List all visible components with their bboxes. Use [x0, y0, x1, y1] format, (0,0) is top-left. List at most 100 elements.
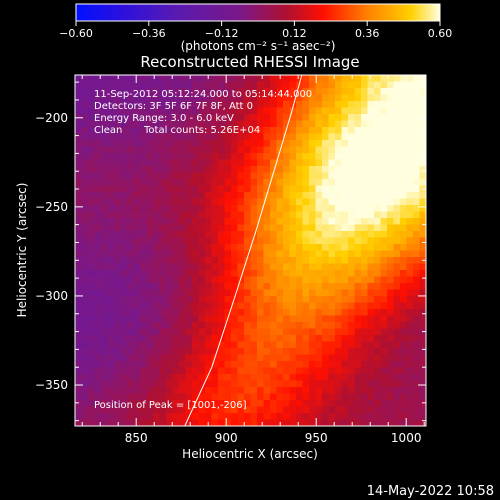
heatmap-cell: [315, 400, 323, 408]
heatmap-cell: [400, 250, 408, 258]
heatmap-cell: [192, 179, 200, 187]
heatmap-cell: [153, 133, 161, 141]
heatmap-cell: [400, 263, 408, 271]
heatmap-cell: [400, 75, 408, 83]
heatmap-cell: [348, 211, 356, 219]
heatmap-cell: [380, 192, 388, 200]
heatmap-cell: [335, 244, 343, 252]
heatmap-cell: [107, 192, 115, 200]
heatmap-cell: [335, 218, 343, 226]
heatmap-cell: [322, 140, 330, 148]
heatmap-cell: [237, 198, 245, 206]
heatmap-cell: [231, 146, 239, 154]
heatmap-cell: [120, 114, 128, 122]
heatmap-cell: [205, 198, 213, 206]
heatmap-cell: [296, 192, 304, 200]
heatmap-cell: [101, 198, 109, 206]
heatmap-cell: [159, 114, 167, 122]
heatmap-cell: [348, 393, 356, 401]
heatmap-cell: [315, 205, 323, 213]
heatmap-cell: [75, 250, 83, 258]
heatmap-cell: [283, 296, 291, 304]
heatmap-cell: [328, 341, 336, 349]
heatmap-cell: [309, 101, 317, 109]
heatmap-cell: [283, 250, 291, 258]
heatmap-cell: [244, 140, 252, 148]
heatmap-cell: [283, 406, 291, 414]
heatmap-cell: [127, 244, 135, 252]
heatmap-cell: [185, 224, 193, 232]
heatmap-cell: [179, 237, 187, 245]
heatmap-cell: [328, 231, 336, 239]
heatmap-cell: [153, 289, 161, 297]
heatmap-cell: [101, 88, 109, 96]
heatmap-cell: [211, 400, 219, 408]
heatmap-cell: [185, 81, 193, 89]
heatmap-cell: [211, 185, 219, 193]
heatmap-cell: [315, 276, 323, 284]
heatmap-cell: [133, 244, 141, 252]
heatmap-cell: [419, 205, 426, 213]
heatmap-cell: [263, 380, 271, 388]
heatmap-cell: [393, 335, 401, 343]
heatmap-cell: [263, 172, 271, 180]
heatmap-cell: [88, 172, 96, 180]
heatmap-cell: [166, 127, 174, 135]
heatmap-cell: [413, 140, 421, 148]
heatmap-cell: [114, 211, 122, 219]
heatmap-cell: [263, 166, 271, 174]
heatmap-cell: [159, 88, 167, 96]
heatmap-cell: [393, 244, 401, 252]
heatmap-cell: [205, 107, 213, 115]
heatmap-cell: [406, 244, 414, 252]
heatmap-cell: [361, 413, 369, 421]
heatmap-cell: [140, 205, 148, 213]
heatmap-cell: [120, 172, 128, 180]
heatmap-cell: [361, 172, 369, 180]
heatmap-cell: [140, 224, 148, 232]
heatmap-cell: [94, 387, 102, 395]
heatmap-cell: [341, 354, 349, 362]
colorbar-tick-label: −0.60: [59, 27, 93, 40]
heatmap-cell: [374, 263, 382, 271]
heatmap-cell: [367, 263, 375, 271]
heatmap-cell: [302, 250, 310, 258]
heatmap-cell: [283, 107, 291, 115]
heatmap-cell: [335, 296, 343, 304]
heatmap-cell: [127, 94, 135, 102]
heatmap-cell: [380, 166, 388, 174]
heatmap-cell: [309, 172, 317, 180]
heatmap-cell: [341, 315, 349, 323]
heatmap-cell: [341, 289, 349, 297]
heatmap-cell: [406, 198, 414, 206]
heatmap-cell: [211, 380, 219, 388]
heatmap-cell: [250, 289, 258, 297]
heatmap-cell: [107, 159, 115, 167]
heatmap-cell: [237, 283, 245, 291]
heatmap-cell: [283, 257, 291, 265]
heatmap-cell: [153, 354, 161, 362]
heatmap-cell: [283, 380, 291, 388]
heatmap-cell: [153, 276, 161, 284]
heatmap-cell: [257, 380, 265, 388]
heatmap-cell: [302, 237, 310, 245]
heatmap-cell: [322, 114, 330, 122]
heatmap-cell: [101, 231, 109, 239]
heatmap-cell: [185, 309, 193, 317]
heatmap-cell: [205, 172, 213, 180]
heatmap-cell: [393, 354, 401, 362]
heatmap-cell: [309, 231, 317, 239]
heatmap-cell: [153, 322, 161, 330]
heatmap-cell: [120, 400, 128, 408]
heatmap-cell: [114, 192, 122, 200]
heatmap-cell: [198, 88, 206, 96]
solar-limb-line: [184, 75, 303, 426]
heatmap-cell: [224, 140, 232, 148]
heatmap-cell: [75, 361, 83, 369]
heatmap-cell: [361, 133, 369, 141]
heatmap-cell: [328, 237, 336, 245]
heatmap-cell: [231, 354, 239, 362]
heatmap-cell: [224, 328, 232, 336]
heatmap-cell: [419, 354, 426, 362]
heatmap-cell: [185, 387, 193, 395]
